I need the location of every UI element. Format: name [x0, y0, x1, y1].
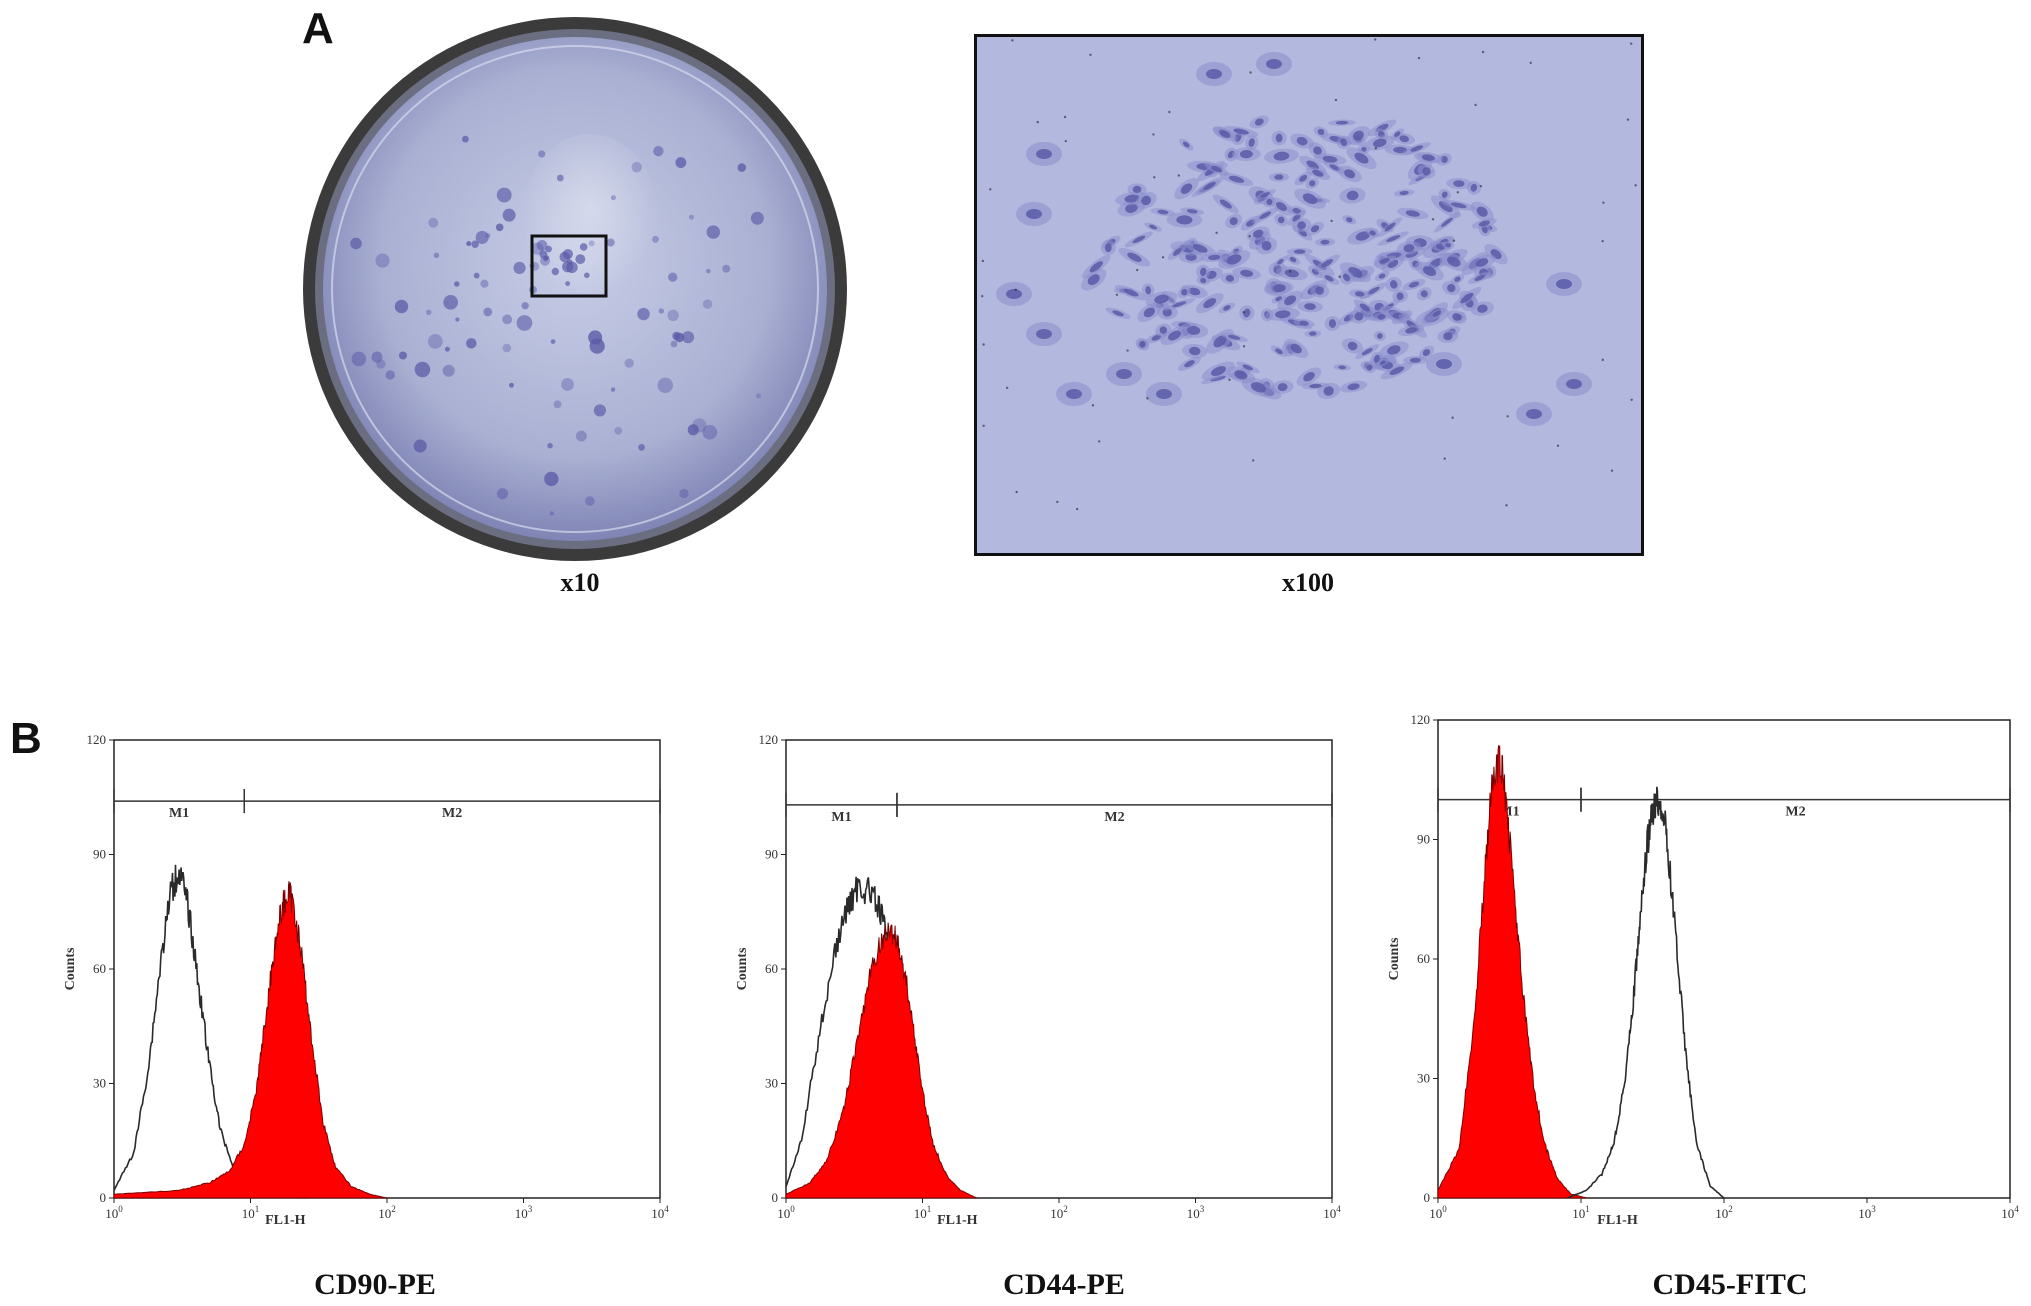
y-axis-label: Counts	[63, 947, 78, 990]
x-tick-label: 101	[242, 1204, 260, 1221]
x-tick-label: 101	[1572, 1204, 1590, 1221]
culture-dish-photo	[303, 17, 847, 561]
isotype-control-histogram	[1566, 786, 1725, 1199]
y-tick-label: 60	[1417, 951, 1430, 966]
gate-label-m1: M1	[169, 806, 189, 821]
y-tick-label: 120	[759, 732, 779, 747]
y-tick-label: 0	[1424, 1190, 1431, 1205]
x-tick-label: 104	[1323, 1204, 1341, 1221]
x-tick-label: 104	[2001, 1204, 2019, 1221]
y-tick-label: 90	[1417, 832, 1430, 847]
x-tick-label: 103	[515, 1204, 533, 1221]
plot-frame	[113, 739, 661, 1199]
x-tick-label: 103	[1187, 1204, 1205, 1221]
x-axis-label: FL1-H	[1597, 1213, 1638, 1228]
x-tick-label: 100	[105, 1204, 123, 1221]
gate-label-m2: M2	[1785, 805, 1805, 820]
y-tick-label: 60	[93, 961, 106, 976]
panel-b-label: B	[10, 714, 42, 763]
dish-magnification-caption: x10	[560, 568, 600, 597]
histogram-cd90: 0 30 60 90 120 100 101 102 103 104 FL1-H Counts M1 M2	[63, 732, 669, 1228]
marker-caption-cd90: CD90-PE	[314, 1268, 436, 1301]
x-axis-label: FL1-H	[937, 1213, 978, 1228]
y-axis-label: Counts	[1387, 937, 1402, 980]
microscopy-image	[974, 34, 1644, 556]
y-axis-label: Counts	[735, 947, 750, 990]
stained-histogram	[1437, 745, 1588, 1199]
gate-label-m1: M1	[831, 810, 851, 825]
x-tick-label: 102	[1050, 1204, 1068, 1221]
zoom-region-box	[530, 234, 608, 298]
marker-caption-cd45: CD45-FITC	[1652, 1268, 1808, 1301]
marker-caption-cd44: CD44-PE	[1003, 1268, 1125, 1301]
panel-a-label: A	[302, 4, 334, 53]
y-tick-label: 90	[765, 847, 778, 862]
x-tick-label: 102	[378, 1204, 396, 1221]
x-tick-label: 104	[651, 1204, 669, 1221]
y-tick-label: 90	[93, 847, 106, 862]
x-axis-label: FL1-H	[265, 1213, 306, 1228]
y-tick-label: 120	[87, 732, 107, 747]
y-tick-label: 0	[100, 1190, 107, 1205]
colony-spots	[350, 135, 764, 516]
y-tick-label: 30	[93, 1076, 106, 1091]
x-tick-label: 103	[1858, 1204, 1876, 1221]
histogram-cd44: 0 30 60 90 120 100 101 102 103 104 FL1-H Counts M1 M2	[735, 732, 1341, 1228]
stained-cell-cluster	[981, 38, 1637, 511]
y-tick-label: 0	[772, 1190, 779, 1205]
x-tick-label: 102	[1715, 1204, 1733, 1221]
y-tick-label: 30	[765, 1076, 778, 1091]
stained-histogram	[785, 922, 978, 1199]
x-tick-label: 100	[777, 1204, 795, 1221]
x-tick-label: 100	[1429, 1204, 1447, 1221]
y-tick-label: 30	[1417, 1071, 1430, 1086]
stained-histogram	[113, 881, 388, 1199]
micro-magnification-caption: x100	[1282, 568, 1334, 597]
gate-label-m2: M2	[1104, 810, 1124, 825]
gate-label-m2: M2	[442, 806, 462, 821]
y-tick-label: 120	[1411, 712, 1431, 727]
x-tick-label: 101	[914, 1204, 932, 1221]
y-tick-label: 60	[765, 961, 778, 976]
